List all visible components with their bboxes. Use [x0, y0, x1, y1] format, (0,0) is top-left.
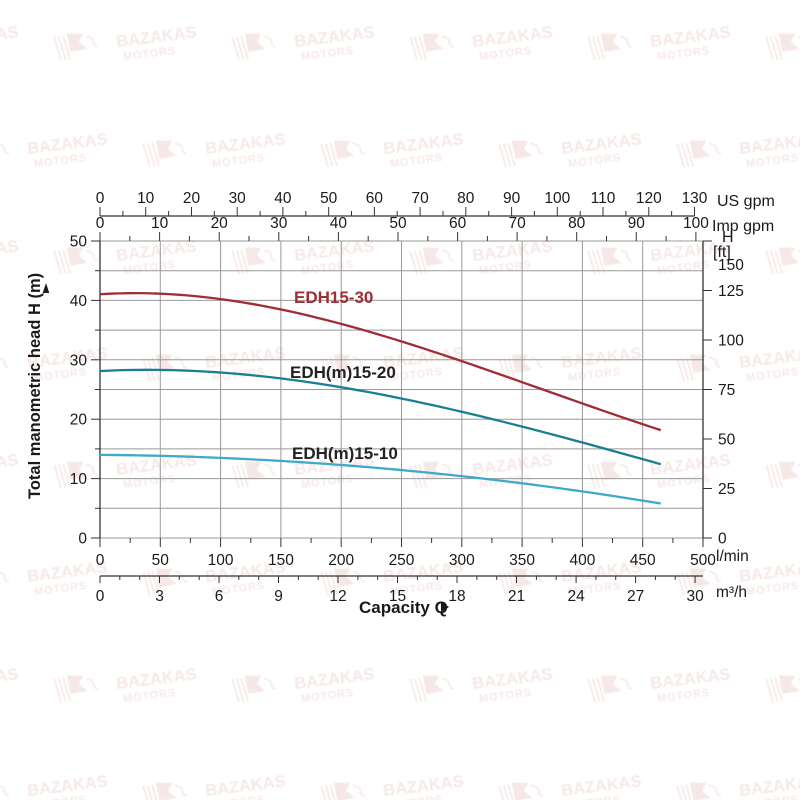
svg-text:27: 27 — [627, 588, 644, 605]
svg-text:0: 0 — [96, 552, 105, 569]
svg-text:300: 300 — [449, 552, 475, 569]
svg-text:50: 50 — [389, 215, 407, 232]
svg-text:0: 0 — [96, 588, 105, 605]
svg-text:100: 100 — [208, 552, 234, 569]
svg-text:120: 120 — [636, 190, 662, 207]
svg-text:40: 40 — [70, 293, 88, 310]
svg-text:70: 70 — [411, 190, 429, 207]
svg-text:Total manometric head H (m): Total manometric head H (m) — [26, 273, 44, 499]
svg-text:400: 400 — [569, 552, 595, 569]
svg-text:80: 80 — [457, 190, 475, 207]
svg-text:90: 90 — [628, 215, 646, 232]
svg-text:100: 100 — [683, 215, 709, 232]
svg-text:60: 60 — [449, 215, 467, 232]
svg-text:0: 0 — [96, 190, 105, 207]
svg-text:40: 40 — [274, 190, 292, 207]
svg-text:40: 40 — [330, 215, 348, 232]
svg-text:0: 0 — [718, 531, 727, 548]
svg-text:EDH(m)15-10: EDH(m)15-10 — [292, 444, 398, 463]
svg-text:150: 150 — [718, 257, 744, 274]
svg-text:9: 9 — [274, 588, 283, 605]
svg-text:350: 350 — [509, 552, 535, 569]
svg-text:450: 450 — [630, 552, 656, 569]
svg-text:70: 70 — [508, 215, 526, 232]
svg-text:90: 90 — [503, 190, 521, 207]
svg-text:80: 80 — [568, 215, 586, 232]
svg-text:100: 100 — [718, 333, 744, 350]
svg-text:0: 0 — [96, 215, 105, 232]
svg-text:m³/h: m³/h — [716, 584, 747, 601]
svg-text:110: 110 — [591, 190, 616, 207]
svg-text:50: 50 — [70, 234, 88, 251]
svg-text:60: 60 — [366, 190, 384, 207]
svg-text:30: 30 — [229, 190, 247, 207]
svg-text:150: 150 — [268, 552, 294, 569]
svg-text:6: 6 — [215, 588, 224, 605]
svg-text:25: 25 — [718, 481, 735, 498]
svg-text:50: 50 — [152, 552, 170, 569]
svg-text:0: 0 — [78, 531, 87, 548]
svg-text:10: 10 — [70, 471, 88, 488]
svg-text:18: 18 — [448, 588, 465, 605]
svg-text:EDH15-30: EDH15-30 — [294, 288, 373, 307]
svg-text:200: 200 — [328, 552, 354, 569]
svg-text:20: 20 — [70, 412, 88, 429]
svg-text:21: 21 — [508, 588, 525, 605]
svg-text:30: 30 — [70, 352, 88, 369]
svg-text:500: 500 — [690, 552, 716, 569]
svg-text:10: 10 — [151, 215, 169, 232]
svg-text:125: 125 — [718, 283, 744, 300]
svg-text:20: 20 — [183, 190, 201, 207]
svg-text:50: 50 — [320, 190, 338, 207]
svg-text:US gpm: US gpm — [717, 193, 775, 210]
svg-text:12: 12 — [329, 588, 346, 605]
svg-text:Capacity Q: Capacity Q — [359, 598, 448, 617]
svg-text:130: 130 — [682, 190, 708, 207]
svg-text:EDH(m)15-20: EDH(m)15-20 — [290, 363, 396, 382]
svg-text:250: 250 — [389, 552, 415, 569]
svg-text:10: 10 — [137, 190, 155, 207]
svg-text:30: 30 — [686, 588, 704, 605]
svg-text:20: 20 — [211, 215, 229, 232]
svg-text:24: 24 — [567, 588, 585, 605]
svg-text:100: 100 — [544, 190, 570, 207]
svg-text:l/min: l/min — [716, 548, 749, 565]
svg-text:75: 75 — [718, 382, 735, 399]
svg-text:30: 30 — [270, 215, 288, 232]
svg-text:3: 3 — [155, 588, 164, 605]
svg-text:50: 50 — [718, 432, 736, 449]
